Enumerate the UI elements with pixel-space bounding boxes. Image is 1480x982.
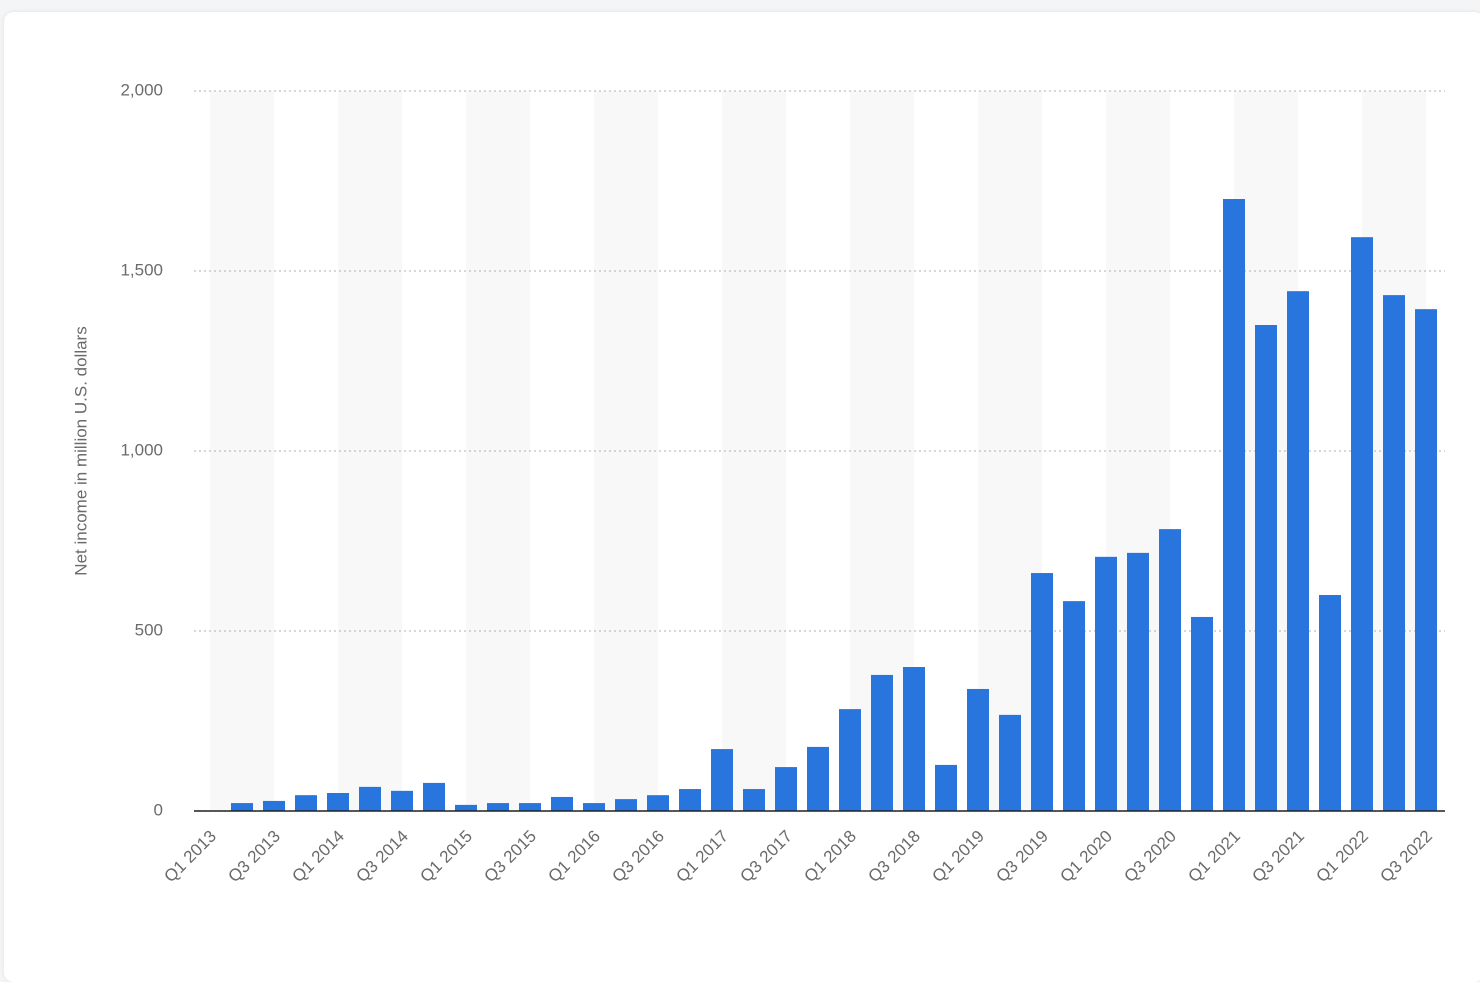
bar (807, 746, 829, 811)
x-tick-label: Q1 2019 (928, 827, 988, 887)
bar (967, 688, 989, 811)
bar (1383, 295, 1405, 811)
y-tick-label: 1,000 (120, 440, 163, 459)
bar (391, 790, 413, 811)
x-tick-label: Q1 2020 (1056, 827, 1116, 887)
bar (1415, 309, 1437, 811)
bar (263, 800, 285, 811)
bar (839, 709, 861, 811)
x-tick-label: Q1 2016 (544, 827, 604, 887)
x-tick-label: Q3 2014 (352, 827, 412, 887)
y-tick-label: 2,000 (120, 80, 163, 99)
bar (423, 782, 445, 811)
x-tick-label: Q3 2015 (480, 827, 540, 887)
bar (1031, 573, 1053, 811)
x-tick-label: Q1 2021 (1184, 827, 1244, 887)
bar (1127, 552, 1149, 811)
bar (295, 795, 317, 811)
x-tick-label: Q3 2018 (864, 827, 924, 887)
bar (1095, 556, 1117, 811)
bar (743, 789, 765, 811)
bar (455, 804, 477, 811)
bar (775, 767, 797, 811)
bar (615, 799, 637, 811)
y-tick-label: 0 (154, 800, 163, 819)
bar (519, 803, 541, 811)
bar (327, 793, 349, 811)
bar (487, 803, 509, 811)
y-tick-label: 1,500 (120, 260, 163, 279)
x-tick-label: Q1 2013 (160, 827, 220, 887)
bar (359, 786, 381, 811)
x-tick-label: Q3 2013 (224, 827, 284, 887)
x-tick-label: Q1 2017 (672, 827, 732, 887)
y-tick-label: 500 (135, 620, 163, 639)
bar (903, 667, 925, 811)
bar (647, 795, 669, 811)
x-tick-label: Q3 2016 (608, 827, 668, 887)
bar (1191, 616, 1213, 811)
x-tick-label: Q3 2017 (736, 827, 796, 887)
y-axis-label: Net income in million U.S. dollars (71, 326, 90, 575)
bar (679, 789, 701, 811)
bar (231, 803, 253, 811)
x-tick-label: Q3 2021 (1248, 827, 1308, 887)
bar (871, 674, 893, 811)
x-tick-label: Q1 2022 (1312, 827, 1372, 887)
bar (1287, 291, 1309, 811)
x-tick-label: Q3 2022 (1376, 827, 1436, 887)
bar (583, 803, 605, 811)
x-tick-label: Q1 2014 (288, 827, 348, 887)
x-tick-label: Q1 2018 (800, 827, 860, 887)
bar (999, 714, 1021, 811)
bar (1255, 325, 1277, 811)
bar (1223, 199, 1245, 811)
x-tick-label: Q3 2019 (992, 827, 1052, 887)
bar (1063, 601, 1085, 811)
x-tick-label: Q1 2015 (416, 827, 476, 887)
bar (711, 749, 733, 811)
bar (551, 796, 573, 811)
bar (1159, 529, 1181, 811)
bar (935, 764, 957, 811)
x-tick-label: Q3 2020 (1120, 827, 1180, 887)
bar (1351, 237, 1373, 811)
bar (1319, 595, 1341, 811)
